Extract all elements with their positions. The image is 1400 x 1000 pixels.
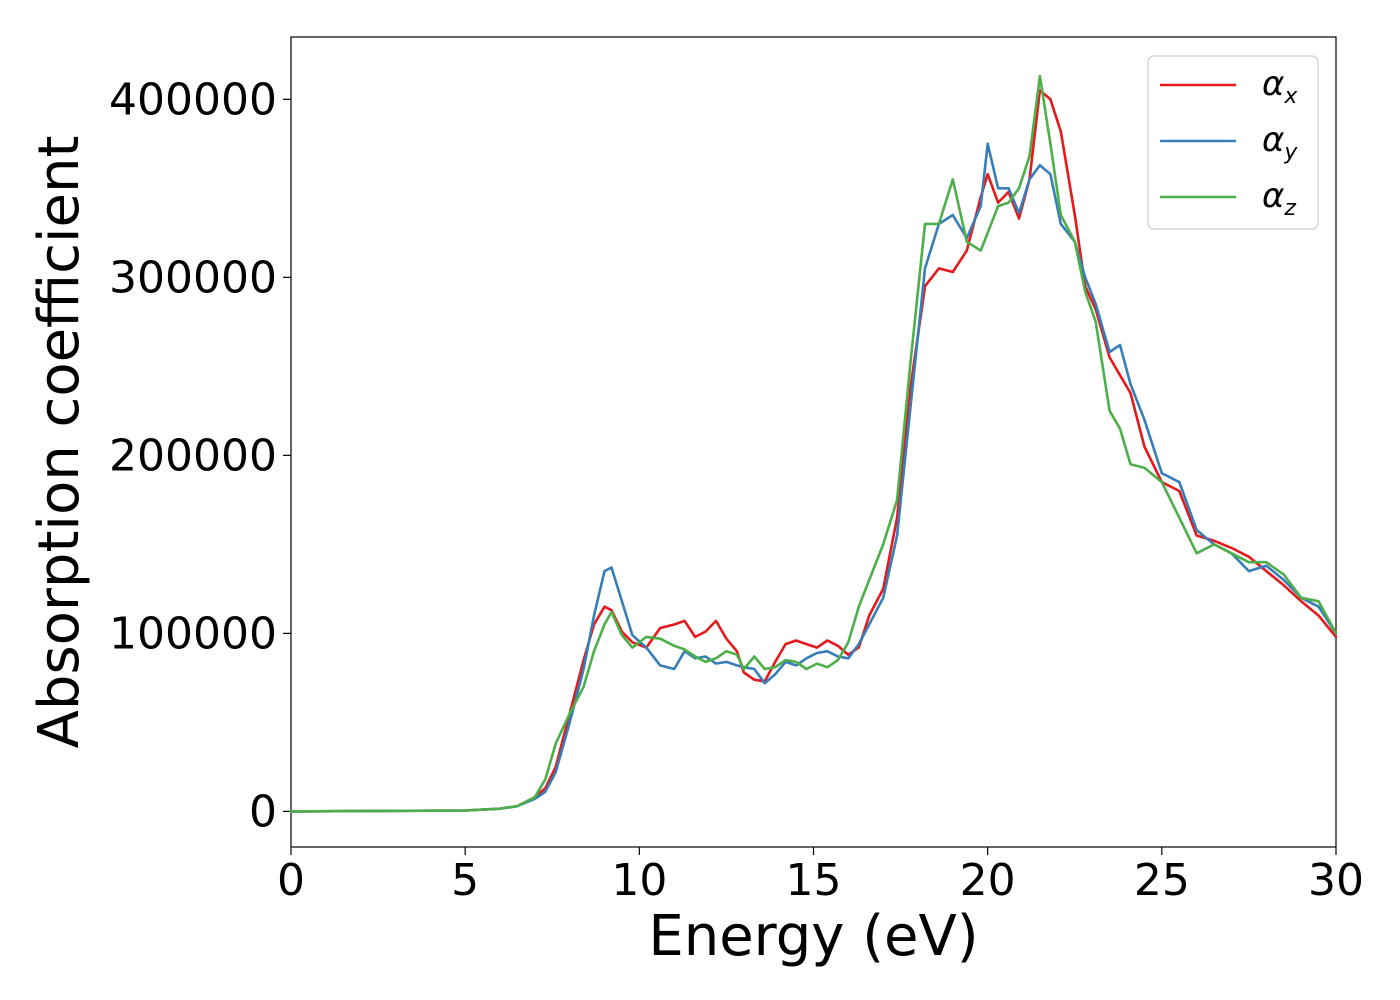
legend-label-z: αz: [1262, 176, 1296, 221]
y-tick-label: 300000: [109, 252, 277, 303]
legend-frame: [1147, 55, 1319, 230]
series-line-z: [289, 74, 1338, 813]
y-axis-title: Absorption coefficient: [27, 136, 92, 749]
x-tick-label: 25: [1134, 855, 1190, 906]
y-tick-label: 0: [249, 786, 277, 837]
series-line-y: [289, 142, 1338, 813]
x-tick-label: 10: [611, 855, 667, 906]
series-layer: [289, 74, 1338, 813]
x-tick-label: 20: [960, 855, 1016, 906]
legend-label-y: αy: [1262, 120, 1298, 165]
y-tick-label: 200000: [109, 430, 277, 481]
x-tick-label: 15: [786, 855, 842, 906]
legend-label-x: αx: [1262, 64, 1298, 109]
x-axis: 0 5 10 15 20 25 30: [277, 847, 1364, 906]
x-tick-label: 30: [1308, 855, 1364, 906]
y-tick-label: 100000: [109, 608, 277, 659]
legend: αx αy αz: [1147, 55, 1319, 230]
x-tick-label: 0: [277, 855, 305, 906]
y-tick-label: 400000: [109, 74, 277, 125]
y-axis: 0 100000 200000 300000 400000: [109, 74, 291, 837]
x-axis-title: Energy (eV): [648, 904, 978, 969]
x-tick-label: 5: [451, 855, 479, 906]
